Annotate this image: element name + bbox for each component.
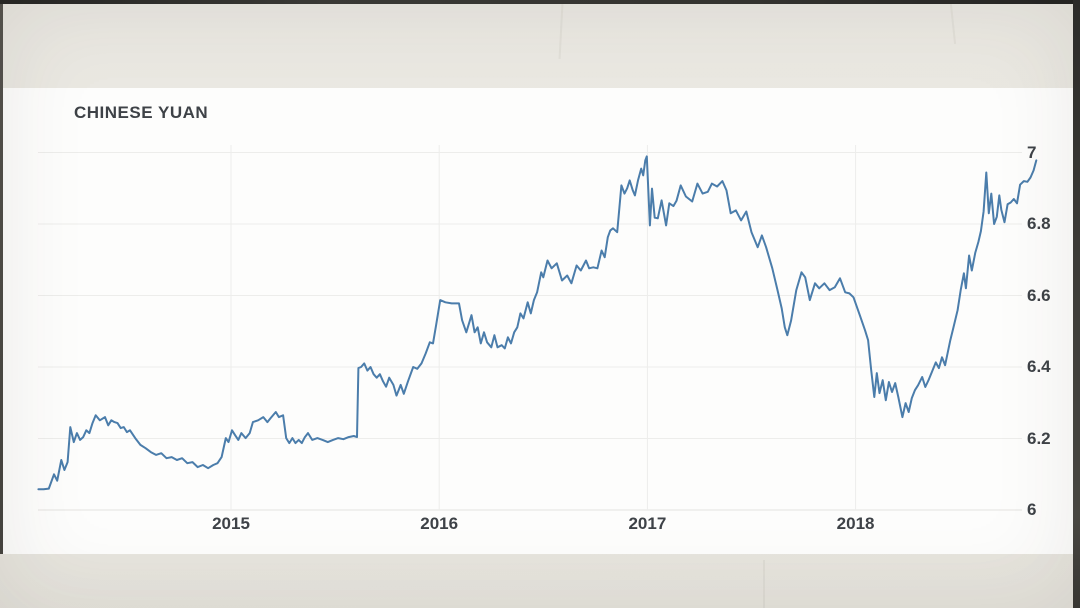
y-tick-label: 6.2 xyxy=(1027,428,1051,448)
y-tick-label: 6.8 xyxy=(1027,214,1051,233)
price-line xyxy=(37,155,1038,491)
y-tick-label: 6.6 xyxy=(1027,285,1051,305)
x-tick-label: 2017 xyxy=(628,514,667,533)
x-tick-label: 2016 xyxy=(420,514,459,533)
chart-title: CHINESE YUAN xyxy=(74,103,209,122)
top-edge-bar xyxy=(0,0,1080,4)
right-edge-strip xyxy=(1073,0,1080,608)
y-tick-label: 7 xyxy=(1027,142,1037,162)
chart-panel xyxy=(3,88,1073,554)
x-tick-label: 2015 xyxy=(212,514,250,533)
left-edge-strip xyxy=(0,4,3,554)
x-tick-label: 2018 xyxy=(836,514,875,533)
y-tick-label: 6.4 xyxy=(1027,357,1051,376)
y-tick-label: 6 xyxy=(1027,500,1037,519)
